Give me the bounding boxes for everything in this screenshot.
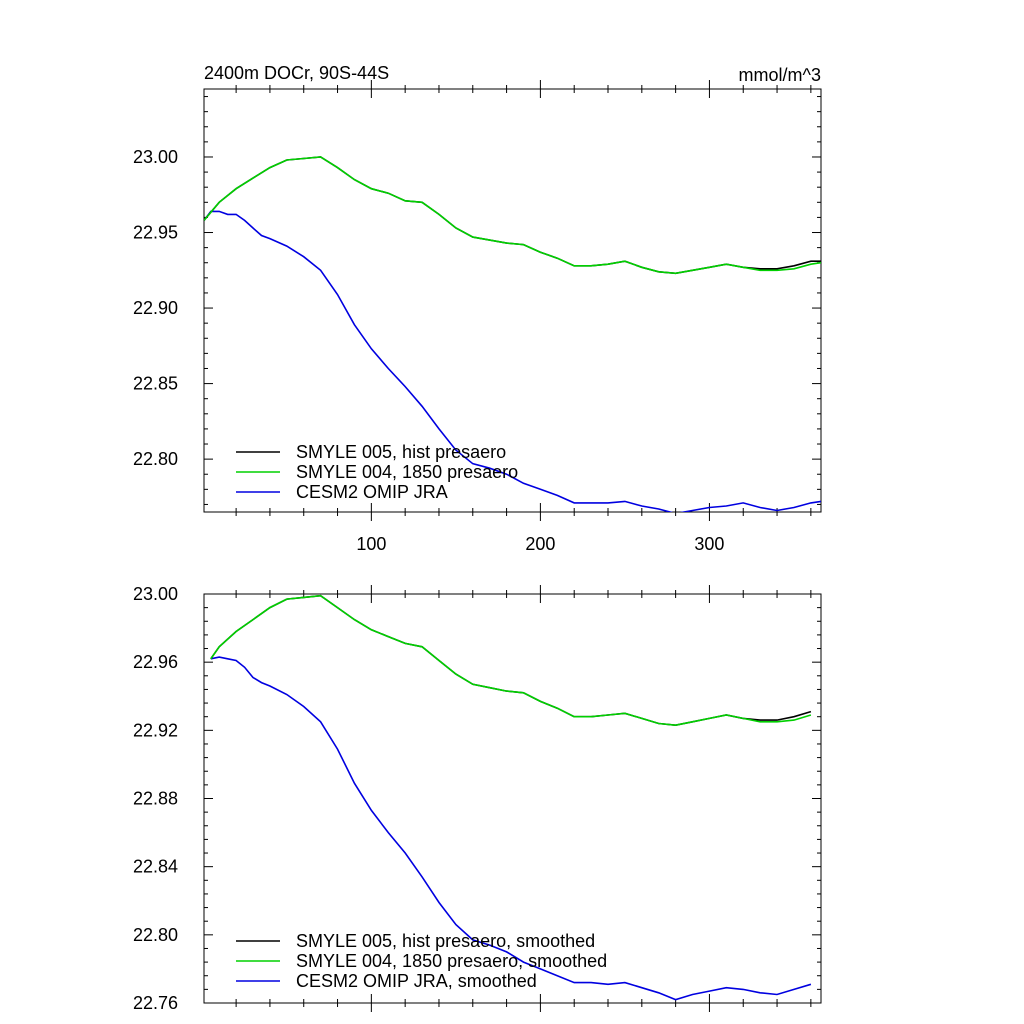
series-line-2 xyxy=(210,656,812,1001)
y-tick-label: 23.00 xyxy=(133,147,178,167)
legend-label: SMYLE 004, 1850 presaero xyxy=(296,462,518,482)
y-tick-label: 22.85 xyxy=(133,374,178,394)
y-tick-label: 22.84 xyxy=(133,857,178,877)
chart-units: mmol/m^3 xyxy=(739,65,821,85)
y-tick-label: 22.96 xyxy=(133,652,178,672)
x-tick-label: 300 xyxy=(694,534,724,554)
legend-label: CESM2 OMIP JRA, smoothed xyxy=(296,971,537,991)
y-tick-label: 22.88 xyxy=(133,789,178,809)
y-tick-label: 22.80 xyxy=(133,925,178,945)
series-line-1 xyxy=(210,594,812,727)
x-tick-label: 100 xyxy=(356,534,386,554)
y-tick-label: 23.00 xyxy=(133,584,178,604)
y-tick-label: 22.76 xyxy=(133,993,178,1013)
series-line-2 xyxy=(204,210,821,512)
y-tick-label: 22.80 xyxy=(133,449,178,469)
plot-frame xyxy=(203,88,822,513)
legend-label: SMYLE 004, 1850 presaero, smoothed xyxy=(296,951,607,971)
legend-label: SMYLE 005, hist presaero xyxy=(296,442,506,462)
series-line-0 xyxy=(204,156,821,275)
x-tick-label: 200 xyxy=(525,534,555,554)
series-line-1 xyxy=(204,156,821,275)
legend-label: SMYLE 005, hist presaero, smoothed xyxy=(296,931,595,951)
series-line-0 xyxy=(210,594,812,727)
y-tick-label: 22.92 xyxy=(133,720,178,740)
chart-title: 2400m DOCr, 90S-44S xyxy=(204,63,389,83)
y-tick-label: 22.95 xyxy=(133,223,178,243)
y-tick-label: 22.90 xyxy=(133,298,178,318)
legend-label: CESM2 OMIP JRA xyxy=(296,482,448,502)
